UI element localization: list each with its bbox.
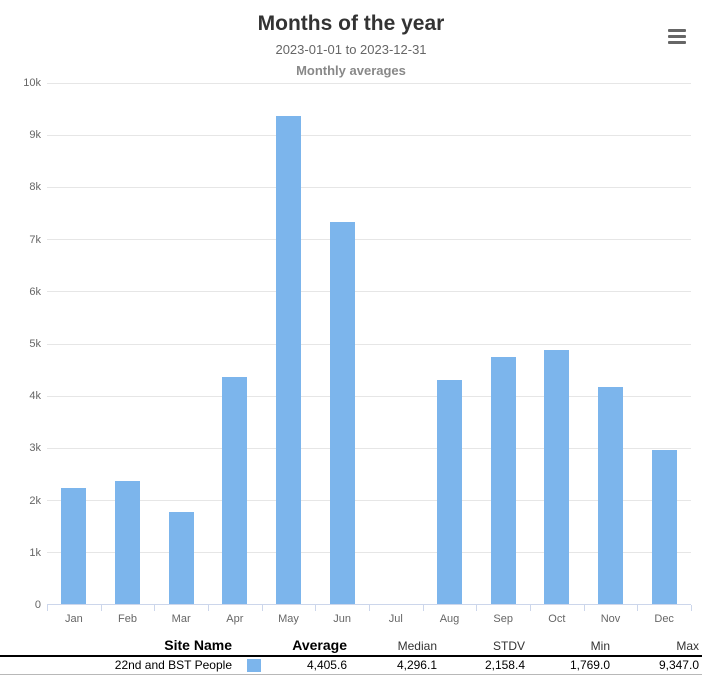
x-axis-label-dec: Dec — [654, 613, 674, 625]
cell-max: 9,347.0 — [613, 656, 702, 676]
y-axis-label: 5k — [29, 338, 41, 350]
bar-aug[interactable] — [437, 380, 462, 604]
x-axis-label-apr: Apr — [226, 613, 244, 625]
header-max: Max — [613, 636, 702, 657]
y-axis-label: 10k — [23, 77, 41, 89]
stats-table: Site Name Average Median STDV Min Max 22… — [0, 636, 702, 676]
x-axis-label-jan: Jan — [64, 613, 83, 625]
x-axis-label-oct: Oct — [548, 613, 566, 625]
chart-subtitle-daterange: 2023-01-01 to 2023-12-31 — [275, 42, 427, 57]
cell-stdv: 2,158.4 — [440, 656, 528, 676]
y-axis-label: 8k — [29, 181, 41, 194]
cell-site-name: 22nd and BST People — [0, 656, 235, 676]
gridline — [47, 395, 691, 397]
axis-tick — [47, 605, 48, 611]
bar-jan[interactable] — [61, 488, 87, 604]
y-axis-label: 4k — [29, 390, 41, 403]
bar-jun[interactable] — [329, 222, 355, 604]
x-axis-label-aug: Aug — [439, 613, 460, 625]
header-average: Average — [265, 636, 350, 657]
bar-apr[interactable] — [222, 377, 248, 604]
hamburger-icon — [668, 34, 686, 38]
stats-data-row: 22nd and BST People 4,405.6 4,296.1 2,15… — [0, 656, 702, 676]
x-axis-label-jun: Jun — [333, 613, 352, 625]
bar-may[interactable] — [276, 116, 301, 604]
cell-min: 1,769.0 — [528, 656, 613, 676]
gridline — [47, 134, 691, 136]
axis-tick — [637, 605, 639, 611]
bar-nov[interactable] — [598, 387, 623, 604]
axis-tick — [315, 605, 317, 611]
axis-tick — [476, 605, 478, 611]
y-axis-label: 7k — [29, 233, 41, 246]
stats-header-row: Site Name Average Median STDV Min Max — [0, 636, 702, 657]
gridline — [47, 343, 691, 345]
axis-tick — [261, 605, 263, 611]
x-axis-label-feb: Feb — [118, 613, 137, 625]
axis-tick — [530, 605, 531, 611]
x-axis-label-may: May — [278, 613, 299, 625]
axis-tick — [208, 605, 209, 611]
gridline — [47, 447, 691, 449]
x-axis-label-jul: Jul — [388, 613, 403, 625]
axis-tick — [154, 605, 156, 611]
header-site-name: Site Name — [0, 636, 235, 657]
bar-mar[interactable] — [168, 512, 194, 604]
axis-tick — [422, 605, 424, 611]
chart-title: Months of the year — [257, 12, 445, 35]
x-axis-label-mar: Mar — [171, 613, 191, 625]
bar-dec[interactable] — [651, 450, 677, 604]
y-axis-label: 6k — [29, 285, 41, 298]
export-menu-button[interactable] — [666, 25, 690, 47]
chart-subtitle-caption: Monthly averages — [296, 63, 406, 78]
hamburger-icon — [668, 40, 686, 44]
bar-feb[interactable] — [115, 481, 140, 604]
axis-tick — [100, 605, 102, 611]
axis-tick — [369, 605, 370, 611]
hamburger-icon — [668, 28, 686, 32]
bar-oct[interactable] — [544, 350, 570, 604]
cell-swatch — [235, 656, 265, 676]
header-swatch-spacer — [235, 636, 265, 657]
cell-average: 4,405.6 — [265, 656, 350, 676]
series-legend-swatch-icon — [247, 659, 261, 673]
gridline — [47, 82, 691, 84]
axis-tick — [583, 605, 585, 611]
gridline — [47, 500, 691, 502]
axis-tick — [691, 605, 692, 611]
x-axis-label-nov: Nov — [600, 613, 621, 625]
header-min: Min — [528, 636, 613, 657]
header-stdv: STDV — [440, 636, 528, 657]
x-axis-label-sep: Sep — [493, 613, 513, 625]
gridline — [47, 186, 691, 188]
y-axis-label: 1k — [29, 546, 41, 559]
gridline — [47, 291, 691, 293]
gridline — [47, 552, 691, 554]
y-axis-label: 2k — [29, 494, 41, 507]
header-median: Median — [350, 636, 440, 657]
plot-area — [47, 82, 691, 605]
y-axis-label: 9k — [29, 129, 41, 142]
bar-sep[interactable] — [490, 357, 516, 604]
gridline — [47, 239, 691, 241]
cell-median: 4,296.1 — [350, 656, 440, 676]
y-axis-label: 3k — [29, 442, 41, 455]
y-axis-label: 0 — [34, 599, 41, 611]
